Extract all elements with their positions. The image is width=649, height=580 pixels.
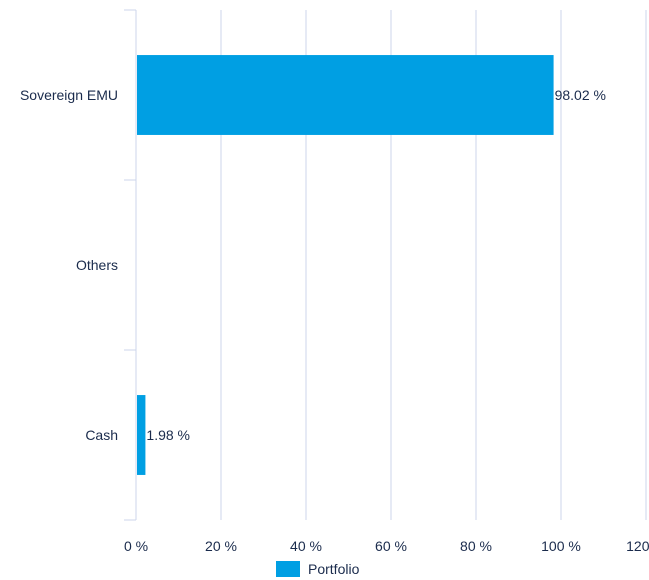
data-label-0: 98.02 % (555, 87, 606, 103)
labels: 0 % 20 % 40 % 60 % 80 % 100 % 120 % Sovereign E… (20, 87, 649, 554)
bars (137, 55, 554, 475)
bar-2 (137, 395, 146, 475)
x-tick-label-100: 100 % (541, 538, 581, 554)
bar-chart: 0 % 20 % 40 % 60 % 80 % 100 % 120 % Sovereign E… (20, 9, 649, 554)
legend[interactable]: Portfolio (276, 560, 359, 578)
y-axis (124, 9, 137, 521)
y-tick-label-1: Others (76, 257, 118, 273)
x-tick-label-80: 80 % (460, 538, 492, 554)
x-tick-label-120: 120 % (626, 538, 649, 554)
x-tick-label-0: 0 % (124, 538, 148, 554)
y-tick-label-0: Sovereign EMU (20, 87, 118, 103)
y-tick-label-2: Cash (85, 427, 118, 443)
x-tick-label-40: 40 % (290, 538, 322, 554)
legend-swatch-portfolio (276, 561, 300, 577)
bar-0 (137, 55, 554, 135)
legend-label-portfolio: Portfolio (308, 561, 360, 577)
data-label-2: 1.98 % (146, 427, 190, 443)
x-tick-label-60: 60 % (375, 538, 407, 554)
x-tick-label-20: 20 % (205, 538, 237, 554)
